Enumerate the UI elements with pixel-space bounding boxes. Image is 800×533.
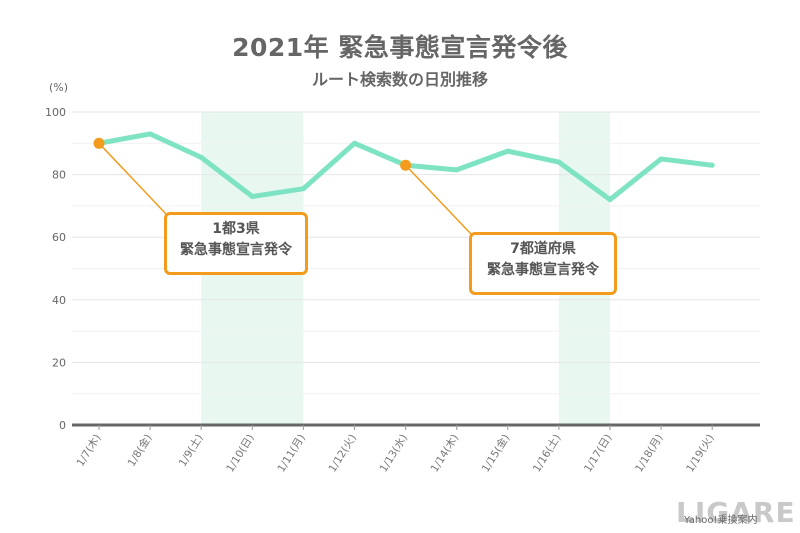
data-point xyxy=(556,159,562,165)
y-tick-label: 40 xyxy=(52,294,66,307)
data-point xyxy=(249,194,255,200)
y-axis-label: (%) xyxy=(49,81,68,94)
y-tick-label: 60 xyxy=(52,231,66,244)
x-tick-label: 1/7(木) xyxy=(75,432,104,469)
data-point xyxy=(658,156,664,162)
annotation-2-line-1: 7都道府県 xyxy=(510,241,576,257)
x-tick-label: 1/8(金) xyxy=(125,432,155,469)
y-tick-label: 20 xyxy=(52,356,66,369)
x-tick-label: 1/10(日) xyxy=(224,432,257,474)
annotation-2-line-2: 緊急事態宣言発令 xyxy=(487,262,599,278)
x-tick-label: 1/9(土) xyxy=(176,432,206,469)
data-point xyxy=(147,131,153,137)
x-tick-label: 1/19(火) xyxy=(684,432,717,474)
data-point xyxy=(352,140,357,146)
watermark-logo: LIGARE xyxy=(676,496,796,529)
data-point xyxy=(300,186,306,192)
x-tick-label: 1/17(日) xyxy=(582,432,615,474)
x-tick-label: 1/11(月) xyxy=(275,432,308,474)
x-tick-label: 1/14(木) xyxy=(429,432,462,474)
x-tick-label: 1/12(火) xyxy=(326,432,359,474)
data-point xyxy=(607,197,613,203)
data-point xyxy=(709,162,715,168)
annotation-1-line-1: 1都3県 xyxy=(212,221,260,237)
event-marker-2 xyxy=(400,159,412,171)
data-point xyxy=(454,167,460,173)
source-credit: Yahoo!乗換案内 xyxy=(684,515,758,526)
data-point xyxy=(505,148,511,154)
x-tick-label: 1/18(月) xyxy=(633,432,666,474)
chart-subtitle: ルート検索数の日別推移 xyxy=(311,70,488,89)
event-marker-1 xyxy=(93,137,105,149)
annotation-box-1: 1都3県 緊急事態宣言発令 xyxy=(164,212,308,275)
y-tick-label: 0 xyxy=(59,419,66,432)
y-tick-label: 80 xyxy=(52,169,66,182)
x-tick-label: 1/13(水) xyxy=(378,432,411,474)
annotation-leader-line-1 xyxy=(98,142,167,215)
y-tick-label: 100 xyxy=(45,106,66,119)
data-point xyxy=(198,154,204,160)
annotation-box-2: 7都道府県 緊急事態宣言発令 xyxy=(469,232,617,295)
annotation-1-line-2: 緊急事態宣言発令 xyxy=(180,242,292,258)
x-tick-label: 1/16(土) xyxy=(530,432,563,475)
annotation-leader-line-2 xyxy=(405,164,472,235)
chart-title: 2021年 緊急事態宣言発令後 xyxy=(232,33,568,62)
x-tick-label: 1/15(金) xyxy=(479,432,512,475)
